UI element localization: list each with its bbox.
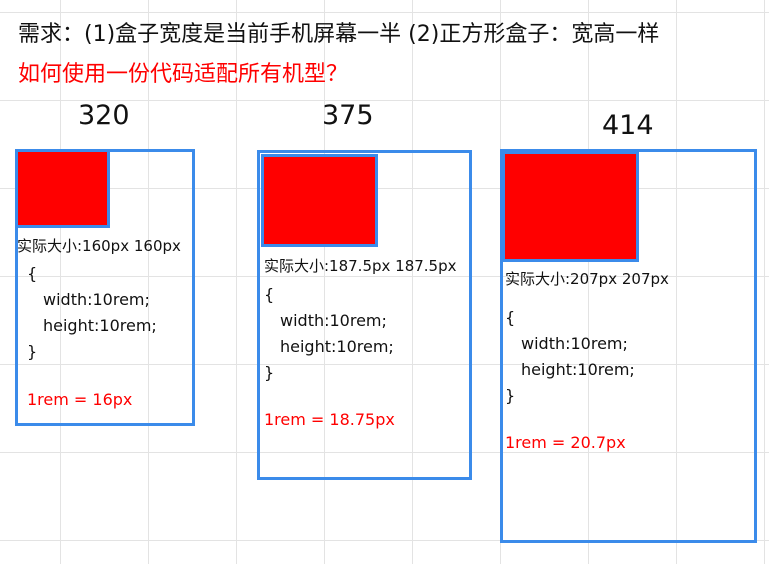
rem-value-320: 1rem = 16px (27, 390, 133, 409)
code-close-brace-414: } (505, 386, 516, 405)
phone-frame-414 (500, 149, 757, 543)
device-width-label-375: 375 (322, 100, 374, 131)
square-box-414 (502, 151, 639, 262)
code-width-375: width:10rem; (280, 311, 387, 330)
code-close-brace-375: } (264, 363, 275, 382)
actual-size-text-320: 实际大小:160px 160px (17, 237, 181, 255)
code-open-brace-414: { (505, 308, 516, 327)
code-close-brace-320: } (27, 342, 38, 361)
code-width-414: width:10rem; (521, 334, 628, 353)
rem-value-375: 1rem = 18.75px (264, 410, 395, 429)
rem-value-414: 1rem = 20.7px (505, 433, 626, 452)
square-box-320 (15, 149, 110, 228)
code-open-brace-375: { (264, 285, 275, 304)
question-title: 如何使用一份代码适配所有机型？ (18, 62, 349, 87)
code-open-brace-320: { (27, 264, 38, 283)
actual-size-text-414: 实际大小:207px 207px (505, 270, 669, 288)
code-width-320: width:10rem; (43, 290, 150, 309)
code-height-375: height:10rem; (280, 337, 394, 356)
requirement-title: 需求：(1)盒子宽度是当前手机屏幕一半 (2)正方形盒子：宽高一样 (18, 22, 660, 47)
code-height-320: height:10rem; (43, 316, 157, 335)
actual-size-text-375: 实际大小:187.5px 187.5px (264, 257, 457, 275)
phone-frame-375 (257, 150, 472, 480)
code-height-414: height:10rem; (521, 360, 635, 379)
device-width-label-320: 320 (78, 100, 130, 131)
device-width-label-414: 414 (602, 110, 654, 141)
square-box-375 (261, 154, 378, 247)
